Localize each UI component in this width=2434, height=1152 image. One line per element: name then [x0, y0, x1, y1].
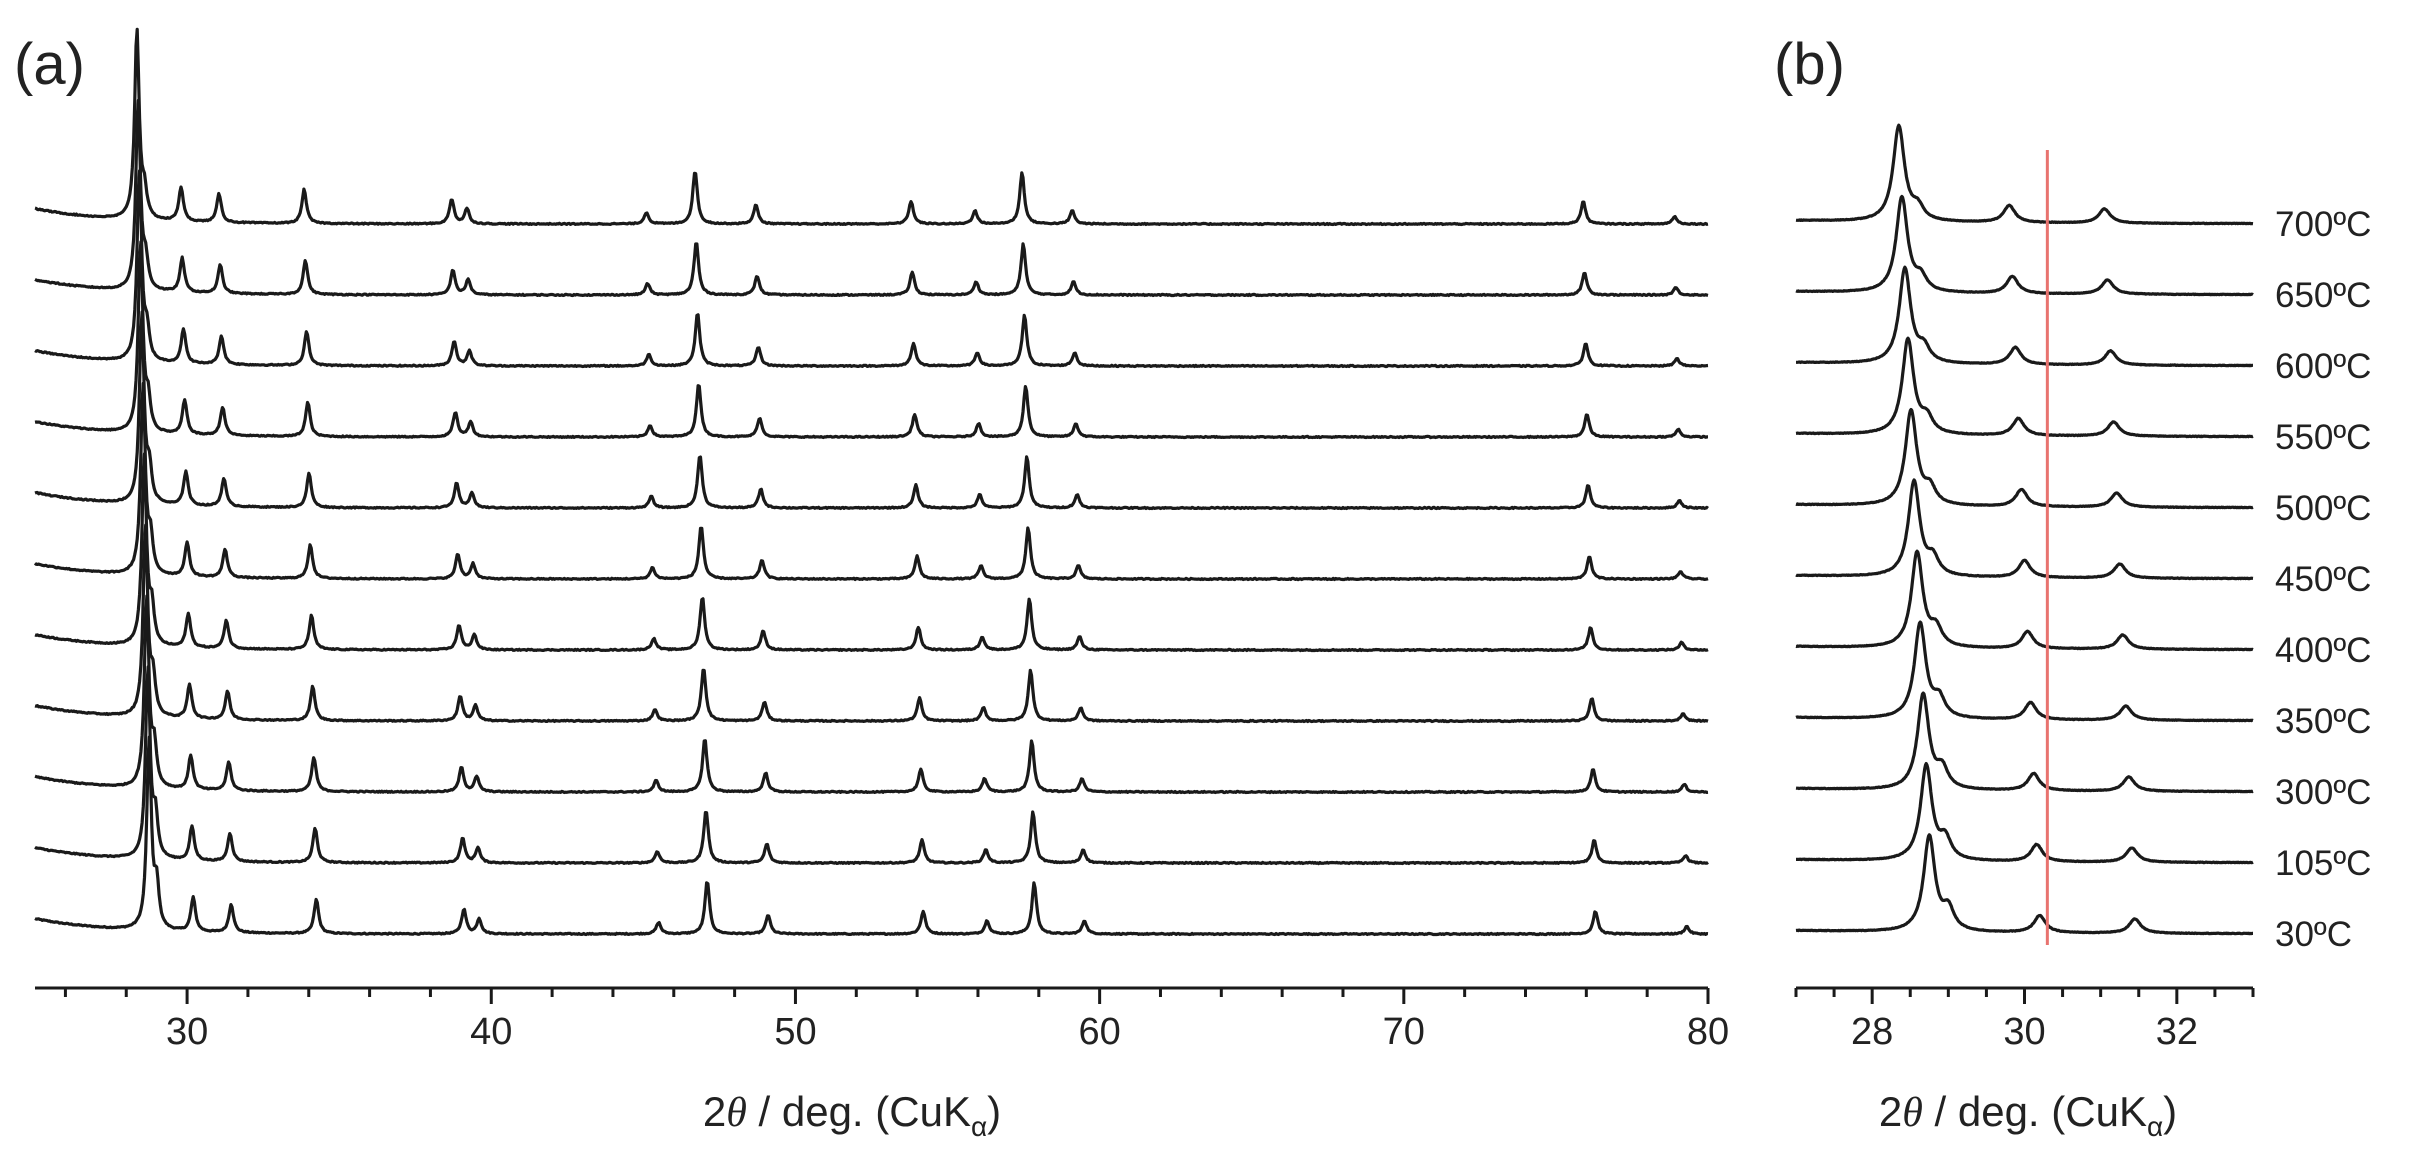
tick-label: 80	[1687, 1011, 1729, 1053]
trace-b-30c	[1795, 833, 2254, 936]
temp-label: 550ºC	[2275, 418, 2371, 457]
panel-a-x-axis-title: 2θ / deg. (CuKα)	[703, 1088, 1001, 1142]
temp-label: 450ºC	[2275, 560, 2371, 599]
trace-a-300c	[34, 594, 1709, 795]
tick-label: 70	[1383, 1011, 1425, 1053]
trace-b-600c	[1795, 265, 2254, 368]
trace-a-550c	[34, 240, 1709, 440]
tick-label: 60	[1078, 1011, 1120, 1053]
trace-b-550c	[1795, 336, 2254, 439]
trace-b-500c	[1795, 407, 2254, 510]
tick-label: 40	[470, 1011, 512, 1053]
trace-b-350c	[1795, 620, 2254, 723]
temp-label: 700ºC	[2275, 205, 2371, 244]
temp-label: 600ºC	[2275, 347, 2371, 386]
trace-b-650c	[1795, 194, 2254, 297]
panel-b-label: (b)	[1774, 32, 1845, 97]
tick-label: 30	[166, 1011, 208, 1053]
temp-label: 300ºC	[2275, 773, 2371, 812]
trace-a-500c	[34, 310, 1709, 511]
trace-b-400c	[1795, 549, 2254, 652]
trace-a-400c	[34, 452, 1709, 653]
panel-b-x-axis: 28 30 32	[1794, 986, 2255, 1053]
temp-label: 650ºC	[2275, 276, 2371, 315]
temp-label: 400ºC	[2275, 631, 2371, 670]
trace-a-350c	[34, 523, 1709, 724]
trace-b-105c	[1795, 762, 2254, 865]
temp-label: 30ºC	[2275, 915, 2352, 954]
trace-a-600c	[34, 169, 1709, 369]
panel-b-x-axis-title: 2θ / deg. (CuKα)	[1879, 1088, 2177, 1142]
panel-a-traces	[33, 27, 1709, 937]
tick-label: 32	[2156, 1011, 2198, 1053]
panel-a-x-axis: 30 40 50 60 70 80	[35, 986, 1729, 1053]
trace-a-30c	[34, 735, 1709, 937]
temp-label: 105ºC	[2275, 844, 2371, 883]
tick-label: 30	[2003, 1011, 2045, 1053]
temperature-labels: 700ºC 650ºC 600ºC 550ºC 500ºC 450ºC 400ºC 350ºC…	[2275, 205, 2371, 954]
panel-a-label: (a)	[14, 32, 85, 97]
tick-label: 50	[774, 1011, 816, 1053]
temp-label: 350ºC	[2275, 702, 2371, 741]
trace-a-700c	[34, 27, 1709, 227]
trace-a-650c	[34, 98, 1709, 298]
temp-label: 500ºC	[2275, 489, 2371, 528]
trace-b-450c	[1795, 478, 2254, 581]
panel-b-traces	[1795, 123, 2254, 936]
trace-a-105c	[34, 665, 1709, 866]
trace-b-300c	[1795, 691, 2254, 794]
tick-label: 28	[1851, 1011, 1893, 1053]
trace-b-700c	[1795, 123, 2254, 226]
trace-a-450c	[33, 381, 1709, 582]
